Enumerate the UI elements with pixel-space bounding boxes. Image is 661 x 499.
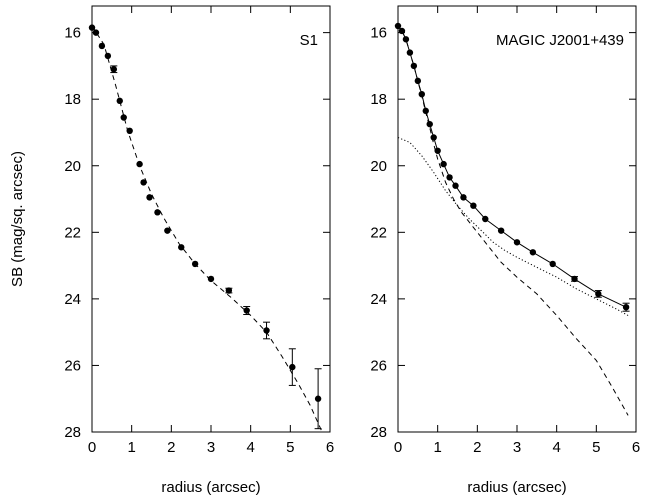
data-point [98,42,106,50]
data-point [154,209,161,216]
panel-s1: S1 SB (mag/sq. arcsec) radius (arcsec) 0… [9,5,334,496]
data-point [178,244,185,251]
data-point [126,127,133,135]
data-point [207,275,215,283]
y-axis-title: SB (mag/sq. arcsec) [9,151,26,287]
data-point [225,287,233,294]
data-point [263,327,270,334]
x-tick-label: 2 [167,439,175,456]
x-tick-label: 2 [473,439,481,456]
plot-frame [397,5,637,433]
y-tick-label: 20 [64,158,81,175]
x-tick-label: 1 [127,439,135,456]
y-tick-label: 28 [64,424,81,441]
data-point [289,363,296,371]
y-tick-label: 26 [370,357,387,374]
solid-fit-line [398,25,627,308]
panel-magic-j2001: MAGIC J2001+439 radius (arcsec) 0 1 2 3 4 5 6 1… [370,5,640,496]
y-tick-label: 24 [64,291,81,308]
x-tick-label: 3 [207,439,215,456]
x-tick-label: 3 [513,439,521,456]
y-tick-label: 20 [370,158,387,175]
x-axis-title: radius (arcsec) [161,479,260,496]
y-tick-label: 22 [370,224,387,241]
dotted-model-line [398,137,629,316]
data-point [116,97,123,105]
x-tick-label: 5 [592,439,600,456]
data-point [104,52,112,60]
y-tick-label: 28 [370,424,387,441]
dashed-model-line [92,25,323,432]
data-point [146,194,153,201]
panel-title: S1 [300,32,318,49]
y-tick-label: 16 [370,25,387,42]
y-tick-label: 24 [370,291,387,308]
x-tick-label: 6 [326,439,334,456]
y-tick-label: 16 [64,25,81,42]
data-point [243,307,250,314]
x-tick-label: 5 [286,439,294,456]
data-point [164,227,171,234]
y-tick-label: 26 [64,357,81,374]
y-tick-label: 18 [64,91,81,108]
y-tick-label: 18 [370,91,387,108]
data-point [314,395,322,402]
panel-title: MAGIC J2001+439 [496,32,624,49]
x-tick-label: 0 [88,439,96,456]
x-tick-label: 1 [433,439,441,456]
x-tick-label: 4 [246,439,254,456]
y-tick-label: 22 [64,224,81,241]
x-tick-label: 0 [394,439,402,456]
data-point [140,179,147,186]
data-point [120,114,127,121]
dashed-model-line [398,25,629,416]
x-tick-label: 6 [632,439,640,456]
data-point [110,66,118,73]
x-axis-title: radius (arcsec) [467,479,566,496]
x-tick-label: 4 [552,439,560,456]
